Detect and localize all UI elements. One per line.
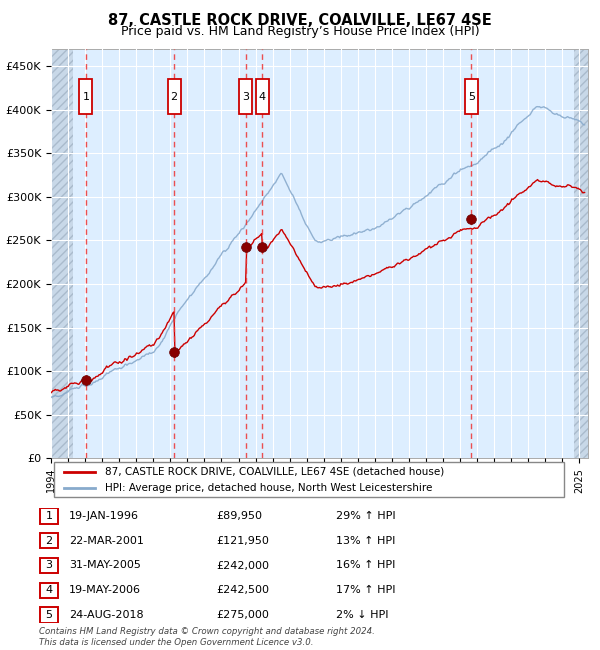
Text: £121,950: £121,950 [216, 536, 269, 546]
Text: 19-MAY-2006: 19-MAY-2006 [69, 585, 141, 595]
Text: £242,500: £242,500 [216, 585, 269, 595]
FancyBboxPatch shape [40, 607, 58, 623]
Bar [51, 49, 73, 458]
Bar [574, 49, 588, 458]
Text: 2: 2 [46, 536, 52, 546]
Text: 1: 1 [46, 511, 52, 521]
Text: 5: 5 [46, 610, 52, 620]
Text: 2: 2 [170, 92, 178, 101]
Text: £242,000: £242,000 [216, 560, 269, 571]
Text: 17% ↑ HPI: 17% ↑ HPI [336, 585, 395, 595]
FancyBboxPatch shape [167, 79, 181, 114]
Text: HPI: Average price, detached house, North West Leicestershire: HPI: Average price, detached house, Nort… [105, 484, 433, 493]
Text: 24-AUG-2018: 24-AUG-2018 [69, 610, 143, 620]
Text: 4: 4 [259, 92, 266, 101]
FancyBboxPatch shape [40, 558, 58, 573]
Text: 19-JAN-1996: 19-JAN-1996 [69, 511, 139, 521]
Text: 31-MAY-2005: 31-MAY-2005 [69, 560, 141, 571]
Text: 2% ↓ HPI: 2% ↓ HPI [336, 610, 389, 620]
Text: 1: 1 [82, 92, 89, 101]
FancyBboxPatch shape [40, 508, 58, 524]
Text: 5: 5 [468, 92, 475, 101]
Text: 3: 3 [46, 560, 52, 571]
Text: 13% ↑ HPI: 13% ↑ HPI [336, 536, 395, 546]
Text: Price paid vs. HM Land Registry’s House Price Index (HPI): Price paid vs. HM Land Registry’s House … [121, 25, 479, 38]
Text: 4: 4 [46, 585, 52, 595]
Text: 3: 3 [242, 92, 249, 101]
Text: 87, CASTLE ROCK DRIVE, COALVILLE, LE67 4SE (detached house): 87, CASTLE ROCK DRIVE, COALVILLE, LE67 4… [105, 467, 444, 476]
FancyBboxPatch shape [256, 79, 269, 114]
Text: 16% ↑ HPI: 16% ↑ HPI [336, 560, 395, 571]
Text: £89,950: £89,950 [216, 511, 262, 521]
FancyBboxPatch shape [40, 582, 58, 598]
FancyBboxPatch shape [40, 533, 58, 549]
Text: 29% ↑ HPI: 29% ↑ HPI [336, 511, 395, 521]
FancyBboxPatch shape [79, 79, 92, 114]
Text: 87, CASTLE ROCK DRIVE, COALVILLE, LE67 4SE: 87, CASTLE ROCK DRIVE, COALVILLE, LE67 4… [108, 13, 492, 28]
FancyBboxPatch shape [239, 79, 252, 114]
Bar [574, 49, 588, 458]
Text: Contains HM Land Registry data © Crown copyright and database right 2024.
This d: Contains HM Land Registry data © Crown c… [39, 627, 375, 647]
Text: £275,000: £275,000 [216, 610, 269, 620]
Bar [51, 49, 73, 458]
FancyBboxPatch shape [54, 462, 564, 497]
Text: 22-MAR-2001: 22-MAR-2001 [69, 536, 144, 546]
FancyBboxPatch shape [465, 79, 478, 114]
